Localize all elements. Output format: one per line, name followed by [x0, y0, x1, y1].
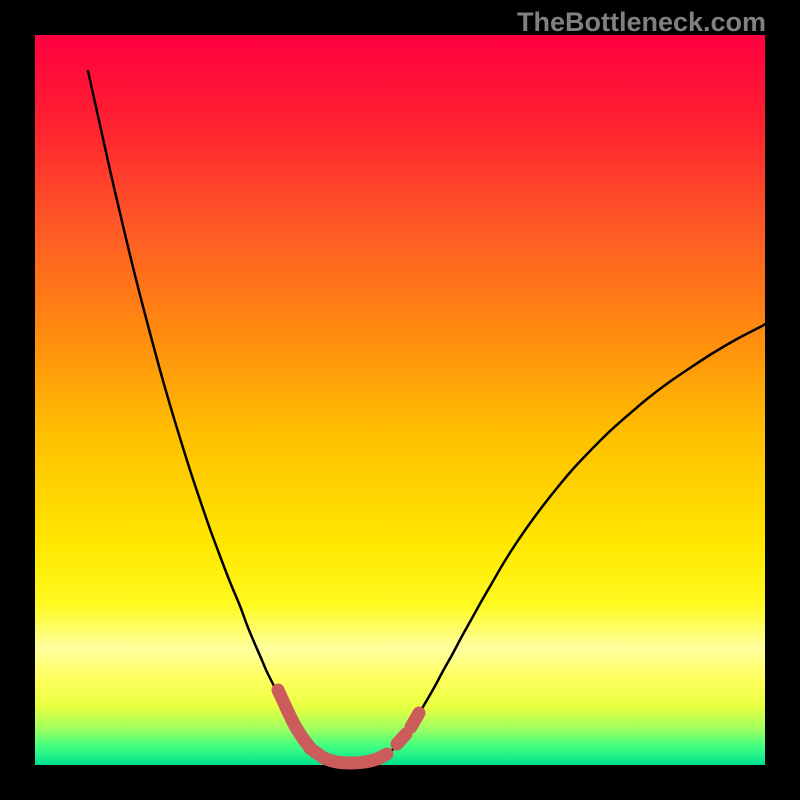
watermark-text: TheBottleneck.com	[517, 7, 766, 38]
gradient-background	[35, 35, 765, 765]
bottleneck-curve-chart	[0, 0, 800, 800]
overlay-segment-2	[397, 734, 406, 744]
overlay-segment-3	[411, 713, 419, 727]
chart-container: TheBottleneck.com	[0, 0, 800, 800]
